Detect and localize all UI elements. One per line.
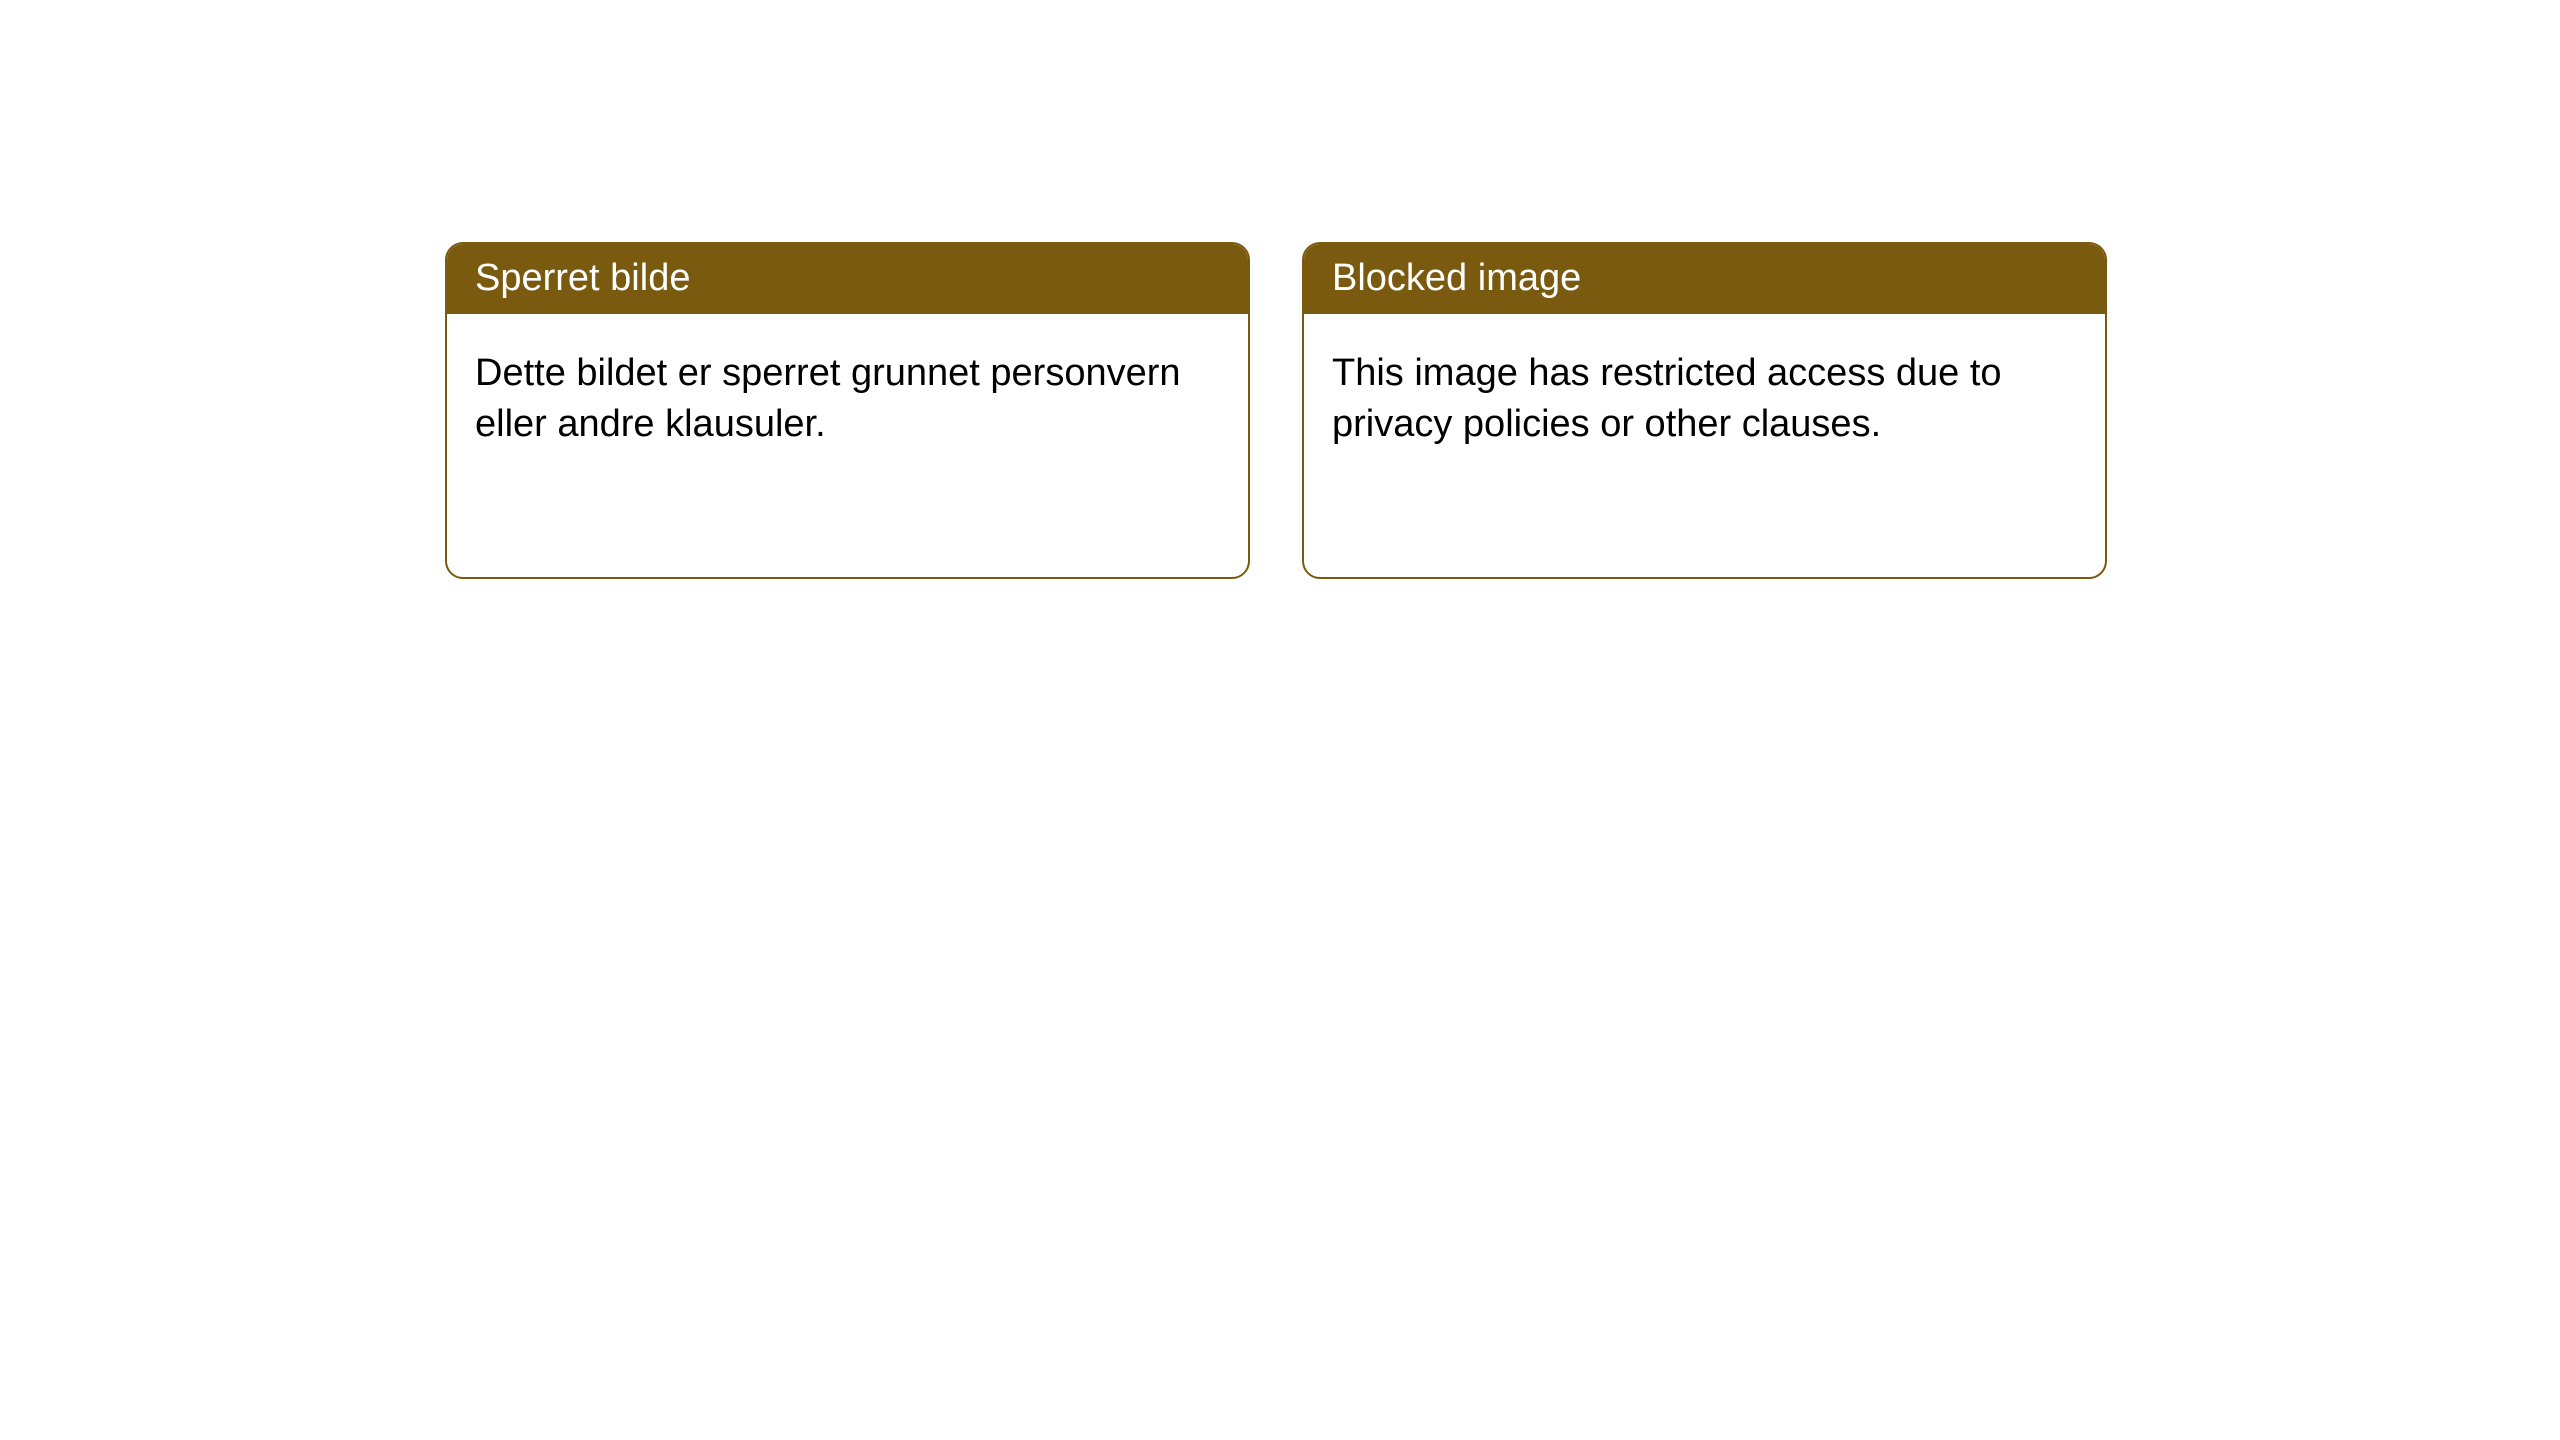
notice-card-english: Blocked image This image has restricted … [1302, 242, 2107, 579]
notice-body-text: Dette bildet er sperret grunnet personve… [447, 314, 1248, 485]
notice-title: Sperret bilde [447, 244, 1248, 314]
notice-container: Sperret bilde Dette bildet er sperret gr… [0, 0, 2560, 579]
notice-title: Blocked image [1304, 244, 2105, 314]
notice-body-text: This image has restricted access due to … [1304, 314, 2105, 485]
notice-card-norwegian: Sperret bilde Dette bildet er sperret gr… [445, 242, 1250, 579]
